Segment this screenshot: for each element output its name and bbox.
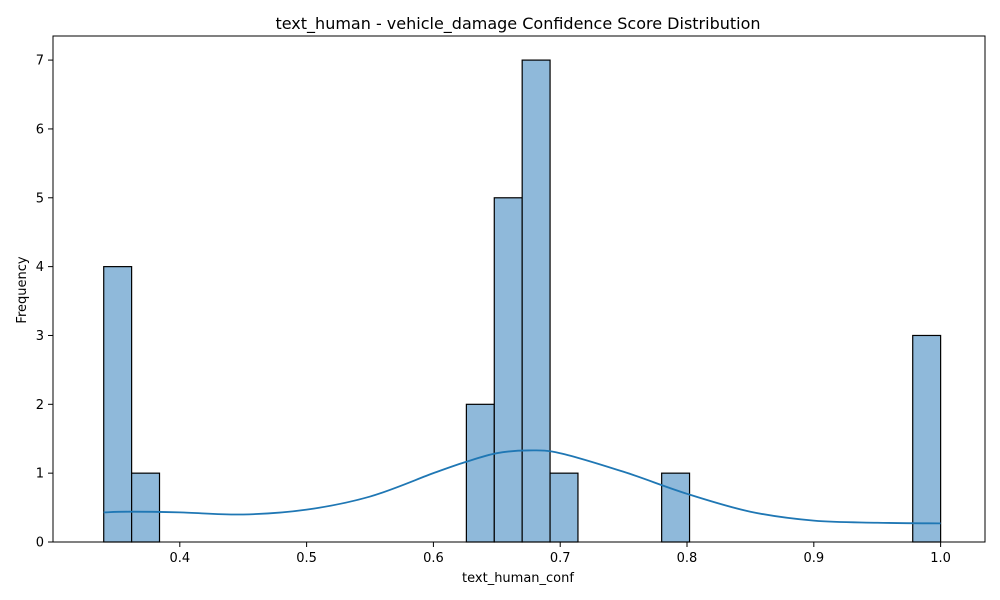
x-tick-label: 0.9 [803,551,824,566]
y-tick-label: 7 [36,54,44,69]
histogram-bar [549,472,579,543]
plot-frame [52,35,986,543]
y-tick-label: 0 [36,536,44,551]
y-tick-label: 4 [36,260,44,275]
histogram-bar [493,197,523,543]
x-tick-label: 0.8 [677,551,698,566]
bars-layer [103,59,942,543]
histogram-bar [465,403,495,543]
y-tick-label: 1 [36,467,44,482]
x-tick-label: 0.6 [423,551,444,566]
histogram-bar [131,472,161,543]
y-tick-label: 5 [36,191,44,206]
histogram-bar [912,334,942,543]
y-axis: 0 1 2 3 4 5 6 7 [36,54,53,551]
x-axis-title: text_human_conf [462,571,574,586]
chart-title: text_human - vehicle_damage Confidence S… [275,14,760,34]
x-tick-label: 0.4 [169,551,190,566]
x-tick-label: 0.7 [550,551,571,566]
y-tick-label: 3 [36,329,44,344]
histogram-bar [521,59,551,543]
y-axis-title: Frequency [15,256,30,323]
x-axis: 0.4 0.5 0.6 0.7 0.8 0.9 1.0 [169,542,951,566]
kde-curve [103,449,941,525]
y-tick-label: 2 [36,398,44,413]
histogram-bar [103,266,133,543]
histogram-bar [661,472,691,543]
x-tick-label: 0.5 [296,551,317,566]
y-tick-label: 6 [36,122,44,137]
x-tick-label: 1.0 [930,551,951,566]
